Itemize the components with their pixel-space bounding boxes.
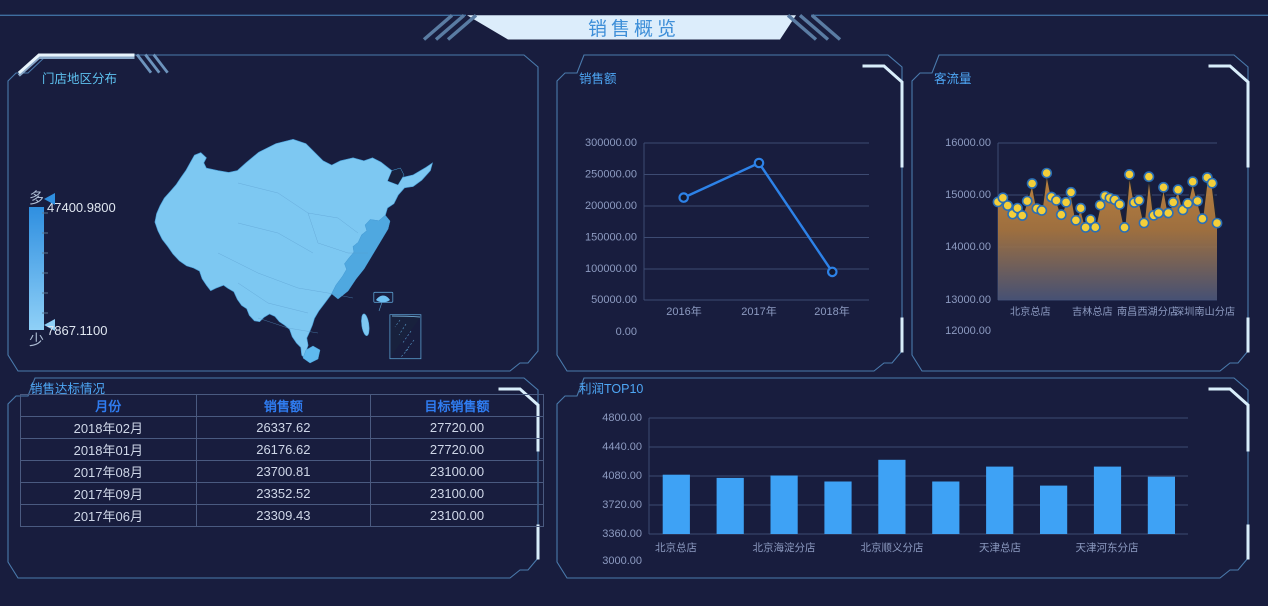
svg-text:0.00: 0.00 [616, 326, 637, 338]
svg-text:北京海淀分店: 北京海淀分店 [753, 541, 816, 554]
svg-text:4080.00: 4080.00 [602, 470, 642, 482]
svg-text:深圳南山分店: 深圳南山分店 [1174, 305, 1235, 318]
svg-text:200000.00: 200000.00 [585, 200, 637, 212]
svg-text:3360.00: 3360.00 [602, 528, 642, 540]
svg-text:2016年: 2016年 [666, 304, 701, 318]
svg-text:天津河东分店: 天津河东分店 [1076, 541, 1139, 554]
svg-text:300000.00: 300000.00 [585, 137, 637, 149]
svg-text:250000.00: 250000.00 [585, 169, 637, 181]
svg-text:13000.00: 13000.00 [945, 294, 991, 306]
svg-text:15000.00: 15000.00 [945, 189, 991, 201]
svg-text:100000.00: 100000.00 [585, 263, 637, 275]
svg-text:3720.00: 3720.00 [602, 499, 642, 511]
svg-text:16000.00: 16000.00 [945, 137, 991, 149]
svg-text:天津总店: 天津总店 [979, 541, 1021, 554]
svg-text:4440.00: 4440.00 [602, 441, 642, 453]
svg-text:北京顺义分店: 北京顺义分店 [861, 541, 924, 554]
svg-text:50000.00: 50000.00 [591, 294, 637, 306]
svg-text:北京总店: 北京总店 [1010, 305, 1051, 318]
svg-text:150000.00: 150000.00 [585, 232, 637, 244]
svg-text:4800.00: 4800.00 [602, 412, 642, 424]
svg-text:12000.00: 12000.00 [945, 325, 991, 337]
svg-text:2018年: 2018年 [814, 304, 849, 318]
svg-text:14000.00: 14000.00 [945, 241, 991, 253]
svg-text:北京总店: 北京总店 [655, 541, 697, 554]
svg-text:2017年: 2017年 [741, 304, 776, 318]
svg-text:3000.00: 3000.00 [602, 555, 642, 567]
svg-text:吉林总店: 吉林总店 [1072, 305, 1113, 318]
svg-text:南昌西湖分店: 南昌西湖分店 [1117, 305, 1178, 318]
